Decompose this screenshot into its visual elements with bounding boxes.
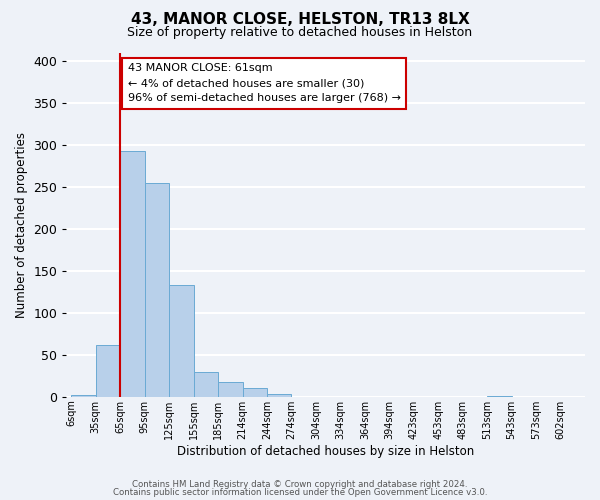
Y-axis label: Number of detached properties: Number of detached properties: [15, 132, 28, 318]
Text: Contains public sector information licensed under the Open Government Licence v3: Contains public sector information licen…: [113, 488, 487, 497]
Bar: [96, 344, 120, 397]
Bar: [218, 382, 242, 397]
Text: Size of property relative to detached houses in Helston: Size of property relative to detached ho…: [127, 26, 473, 39]
Bar: [169, 285, 194, 397]
Bar: [242, 388, 267, 397]
Bar: [487, 396, 512, 397]
Text: Contains HM Land Registry data © Crown copyright and database right 2024.: Contains HM Land Registry data © Crown c…: [132, 480, 468, 489]
Bar: [120, 150, 145, 397]
Bar: [71, 395, 96, 397]
Bar: [267, 394, 292, 397]
Text: 43, MANOR CLOSE, HELSTON, TR13 8LX: 43, MANOR CLOSE, HELSTON, TR13 8LX: [131, 12, 469, 28]
X-axis label: Distribution of detached houses by size in Helston: Distribution of detached houses by size …: [177, 444, 475, 458]
Bar: [194, 372, 218, 397]
Bar: [145, 184, 169, 397]
Text: 43 MANOR CLOSE: 61sqm
← 4% of detached houses are smaller (30)
96% of semi-detac: 43 MANOR CLOSE: 61sqm ← 4% of detached h…: [128, 64, 401, 103]
